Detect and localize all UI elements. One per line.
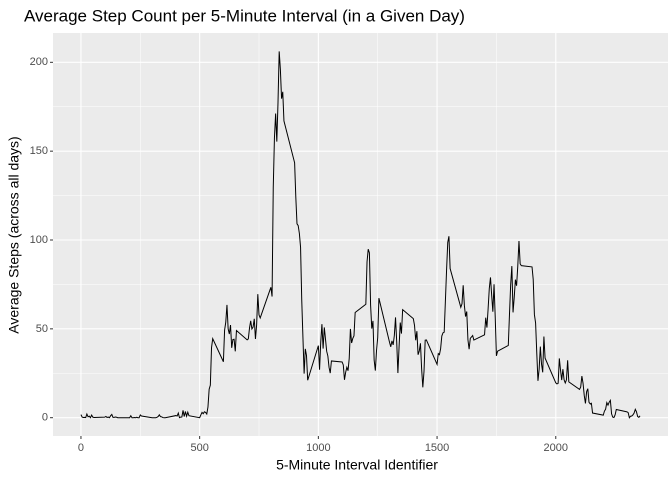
- y-tick-label: 100: [30, 234, 48, 246]
- y-tick-label: 150: [30, 145, 48, 157]
- x-tick-label: 2000: [544, 442, 568, 454]
- x-tick-label: 500: [190, 442, 208, 454]
- panel: [53, 33, 668, 436]
- y-tick-label: 200: [30, 56, 48, 68]
- x-axis-title: 5-Minute Interval Identifier: [276, 457, 438, 473]
- x-tick-label: 1500: [425, 442, 449, 454]
- y-tick-label: 50: [36, 323, 48, 335]
- y-axis-title: Average Steps (across all days): [6, 136, 22, 333]
- x-tick-label: 0: [78, 442, 84, 454]
- line: [80, 51, 641, 419]
- x-tick-label: 1000: [306, 442, 330, 454]
- y-tick-label: 0: [42, 412, 48, 424]
- chart-title: Average Step Count per 5-Minute Interval…: [24, 6, 465, 25]
